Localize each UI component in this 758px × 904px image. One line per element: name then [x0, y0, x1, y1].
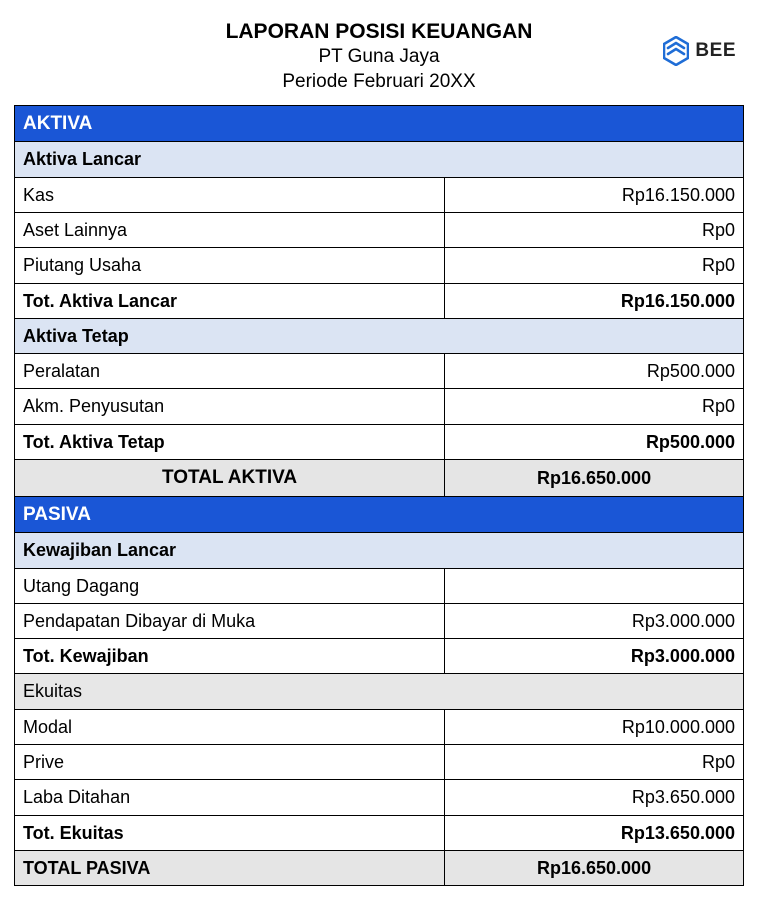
row-label: Piutang Usaha	[15, 248, 445, 283]
subtotal-kewajiban: Tot. Kewajiban Rp3.000.000	[15, 639, 744, 674]
subtotal-label: Tot. Kewajiban	[15, 639, 445, 674]
subtotal-value: Rp16.150.000	[445, 283, 744, 318]
row-value: Rp3.000.000	[445, 603, 744, 638]
brand-logo-text: BEE	[695, 40, 736, 62]
subtotal-value: Rp3.000.000	[445, 639, 744, 674]
table-row: Peralatan Rp500.000	[15, 354, 744, 389]
grandtotal-value: Rp16.650.000	[445, 850, 744, 885]
subsection-heading: Kewajiban Lancar	[15, 533, 744, 568]
report-period: Periode Februari 20XX	[14, 70, 744, 95]
table-row: Prive Rp0	[15, 745, 744, 780]
company-name: PT Guna Jaya	[14, 45, 744, 70]
table-row: Kas Rp16.150.000	[15, 177, 744, 212]
subsection-aktiva-lancar: Aktiva Lancar	[15, 142, 744, 177]
section-pasiva: PASIVA	[15, 496, 744, 533]
table-row: Modal Rp10.000.000	[15, 709, 744, 744]
section-heading: AKTIVA	[15, 105, 744, 142]
row-label: Laba Ditahan	[15, 780, 445, 815]
row-label: Peralatan	[15, 354, 445, 389]
row-label: Kas	[15, 177, 445, 212]
section-heading: PASIVA	[15, 496, 744, 533]
row-label: Pendapatan Dibayar di Muka	[15, 603, 445, 638]
subsection-kewajiban-lancar: Kewajiban Lancar	[15, 533, 744, 568]
row-value: Rp0	[445, 389, 744, 424]
row-value: Rp0	[445, 212, 744, 247]
balance-sheet-table: AKTIVA Aktiva Lancar Kas Rp16.150.000 As…	[14, 105, 744, 887]
subtotal-label: Tot. Ekuitas	[15, 815, 445, 850]
total-aktiva: TOTAL AKTIVA Rp16.650.000	[15, 459, 744, 496]
subsection-aktiva-tetap: Aktiva Tetap	[15, 318, 744, 353]
subtotal-ekuitas: Tot. Ekuitas Rp13.650.000	[15, 815, 744, 850]
table-row: Aset Lainnya Rp0	[15, 212, 744, 247]
grandtotal-label: TOTAL AKTIVA	[15, 459, 445, 496]
total-pasiva: TOTAL PASIVA Rp16.650.000	[15, 850, 744, 885]
subtotal-aktiva-tetap: Tot. Aktiva Tetap Rp500.000	[15, 424, 744, 459]
row-label: Aset Lainnya	[15, 212, 445, 247]
subtotal-label: Tot. Aktiva Lancar	[15, 283, 445, 318]
brand-logo: BEE	[663, 36, 736, 66]
subtotal-value: Rp500.000	[445, 424, 744, 459]
row-value: Rp500.000	[445, 354, 744, 389]
row-value: Rp3.650.000	[445, 780, 744, 815]
row-value: Rp10.000.000	[445, 709, 744, 744]
row-value: Rp0	[445, 745, 744, 780]
row-label: Prive	[15, 745, 445, 780]
row-value	[445, 568, 744, 603]
subsection-heading: Ekuitas	[15, 674, 744, 709]
grandtotal-label: TOTAL PASIVA	[15, 850, 445, 885]
row-label: Utang Dagang	[15, 568, 445, 603]
subsection-heading: Aktiva Lancar	[15, 142, 744, 177]
subtotal-label: Tot. Aktiva Tetap	[15, 424, 445, 459]
report-header: LAPORAN POSISI KEUANGAN PT Guna Jaya Per…	[14, 18, 744, 95]
row-label: Modal	[15, 709, 445, 744]
subtotal-aktiva-lancar: Tot. Aktiva Lancar Rp16.150.000	[15, 283, 744, 318]
bee-logo-icon	[663, 36, 689, 66]
table-row: Piutang Usaha Rp0	[15, 248, 744, 283]
row-value: Rp16.150.000	[445, 177, 744, 212]
report-title: LAPORAN POSISI KEUANGAN	[14, 18, 744, 45]
row-label: Akm. Penyusutan	[15, 389, 445, 424]
table-row: Utang Dagang	[15, 568, 744, 603]
row-value: Rp0	[445, 248, 744, 283]
section-aktiva: AKTIVA	[15, 105, 744, 142]
subtotal-value: Rp13.650.000	[445, 815, 744, 850]
grandtotal-value: Rp16.650.000	[445, 459, 744, 496]
table-row: Akm. Penyusutan Rp0	[15, 389, 744, 424]
subsection-heading: Aktiva Tetap	[15, 318, 744, 353]
table-row: Laba Ditahan Rp3.650.000	[15, 780, 744, 815]
table-row: Pendapatan Dibayar di Muka Rp3.000.000	[15, 603, 744, 638]
subsection-ekuitas: Ekuitas	[15, 674, 744, 709]
